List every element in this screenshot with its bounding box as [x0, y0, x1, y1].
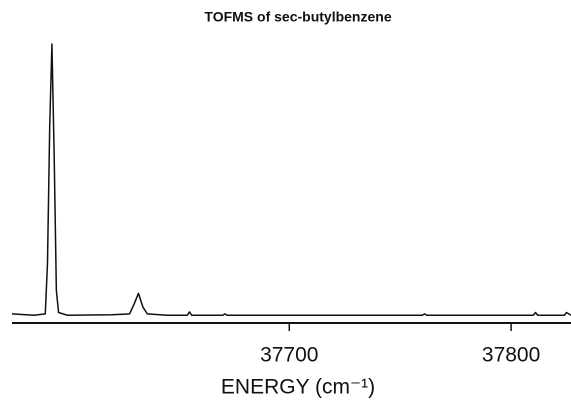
- x-axis-label: ENERGY (cm⁻¹): [221, 376, 375, 399]
- chart-title: TOFMS of sec-butylbenzene: [204, 9, 391, 25]
- spectrum-line: [11, 43, 571, 317]
- x-tick-label: 37800: [482, 344, 540, 367]
- x-tick-label: 37700: [260, 344, 318, 367]
